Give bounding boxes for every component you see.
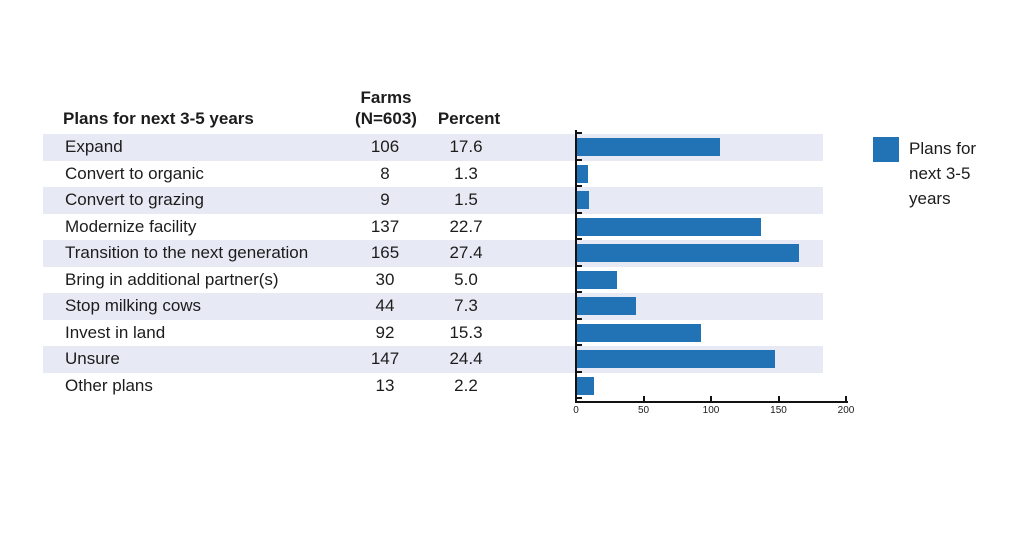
row-farms-value: 137 [370, 216, 400, 236]
row-label: Modernize facility [65, 216, 197, 236]
column-header-percent: Percent [437, 109, 501, 128]
legend-label: Plans for next 3-5 years [909, 139, 977, 208]
bar-track [577, 134, 846, 161]
y-axis-tick [577, 370, 582, 373]
bar-track [577, 214, 846, 241]
bar [577, 297, 637, 315]
row-farms-value: 106 [370, 137, 400, 156]
y-axis-tick [577, 317, 582, 320]
table-and-chart-rows: Expand 106 17.6 Convert to organic 8 1.3 Conve… [43, 134, 823, 399]
y-axis-tick [577, 211, 582, 214]
table-row: Expand 106 17.6 [43, 134, 823, 161]
row-percent-value: 27.4 [449, 243, 483, 262]
table-row: Invest in land 92 15.3 [43, 320, 823, 347]
bar [577, 138, 720, 156]
column-header-farms: Farms (N=603) [336, 87, 436, 129]
column-header-farms-line2: (N=603) [355, 109, 417, 128]
y-axis-tick [577, 291, 582, 293]
row-label: Convert to organic [65, 163, 204, 183]
chart-y-axis [575, 130, 577, 403]
row-label: Convert to grazing [65, 190, 204, 209]
y-axis-tick [577, 158, 582, 161]
row-percent-value: 22.7 [449, 216, 483, 236]
x-axis-tick [845, 396, 847, 401]
x-axis-tick [710, 396, 712, 401]
y-axis-tick [577, 132, 582, 134]
table-row: Convert to grazing 9 1.5 [43, 187, 823, 214]
row-label: Invest in land [65, 322, 166, 342]
table-row: Transition to the next generation 165 27.4 [43, 240, 823, 267]
column-header-farms-line1: Farms [360, 88, 412, 107]
bar [577, 191, 590, 209]
row-farms-value: 9 [380, 190, 390, 209]
row-farms-value: 8 [380, 163, 390, 183]
bar [577, 217, 762, 236]
bar-track [577, 373, 846, 400]
bar-track [577, 320, 846, 347]
row-farms-value: 13 [375, 375, 395, 395]
row-percent-value: 7.3 [454, 296, 478, 315]
table-row: Stop milking cows 44 7.3 [43, 293, 823, 320]
x-axis-tick-label: 50 [637, 405, 650, 416]
bar [577, 350, 775, 368]
row-percent-value: 1.3 [454, 163, 478, 183]
row-label: Transition to the next generation [65, 243, 309, 262]
table-row: Unsure 147 24.4 [43, 346, 823, 373]
bar-track [577, 240, 846, 267]
column-header-plans: Plans for next 3-5 years [63, 109, 254, 128]
bar-track [577, 293, 846, 320]
x-axis-tick-label: 100 [702, 405, 720, 416]
y-axis-tick [577, 344, 582, 346]
y-axis-tick [577, 264, 582, 267]
row-label: Bring in additional partner(s) [65, 269, 279, 289]
row-label: Stop milking cows [65, 296, 202, 315]
x-axis-tick-label: 200 [837, 405, 855, 416]
table-row: Convert to organic 8 1.3 [43, 161, 823, 188]
bar-track [577, 187, 846, 214]
x-axis-tick [642, 396, 645, 401]
bar-track [577, 346, 846, 373]
x-axis-tick-label: 0 [573, 405, 579, 416]
bar [577, 376, 595, 395]
table-row: Other plans 13 2.2 [43, 373, 823, 400]
bar-track [577, 267, 846, 294]
row-farms-value: 44 [375, 296, 395, 315]
row-label: Unsure [65, 349, 120, 368]
row-farms-value: 30 [375, 269, 395, 289]
table-row: Bring in additional partner(s) 30 5.0 [43, 267, 823, 294]
row-farms-value: 147 [370, 349, 400, 368]
table-row: Modernize facility 137 22.7 [43, 214, 823, 241]
row-label: Other plans [65, 375, 153, 395]
bar [577, 323, 701, 342]
row-percent-value: 15.3 [449, 322, 483, 342]
legend-color-swatch [873, 137, 899, 162]
row-percent-value: 1.5 [454, 190, 478, 209]
row-farms-value: 165 [370, 243, 400, 262]
y-axis-tick [577, 397, 582, 399]
bar [577, 270, 618, 289]
row-percent-value: 5.0 [454, 269, 478, 289]
chart-x-axis [575, 401, 848, 403]
bar [577, 244, 799, 262]
y-axis-tick [577, 238, 582, 240]
x-axis-tick [777, 396, 780, 401]
row-farms-value: 92 [375, 322, 395, 342]
row-label: Expand [65, 137, 123, 156]
x-axis-tick-label: 150 [770, 405, 787, 416]
row-percent-value: 17.6 [449, 137, 483, 156]
row-percent-value: 24.4 [449, 349, 483, 368]
bar-track [577, 161, 846, 188]
bar [577, 164, 588, 183]
row-percent-value: 2.2 [454, 375, 478, 395]
y-axis-tick [577, 185, 582, 187]
